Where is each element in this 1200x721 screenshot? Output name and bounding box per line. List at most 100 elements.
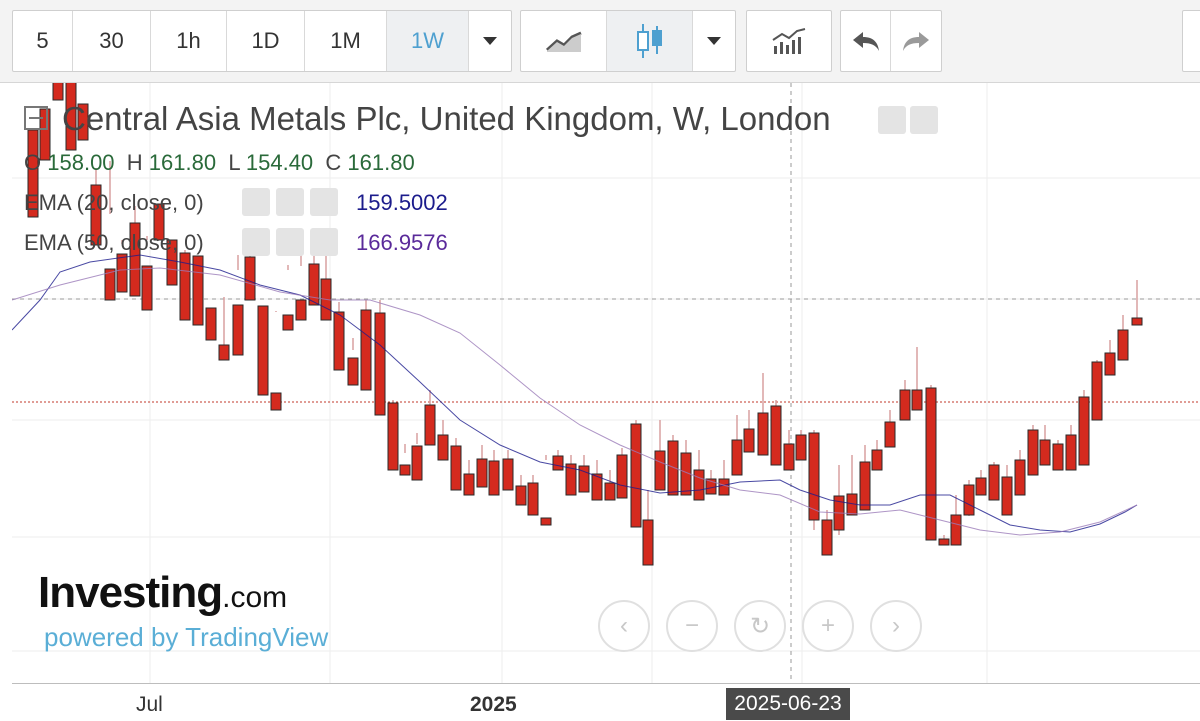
candle-body [667, 440, 679, 496]
candle-body [153, 203, 165, 241]
candle-body [1052, 443, 1064, 471]
candle-body [90, 184, 102, 246]
eye-icon[interactable] [878, 106, 906, 134]
candle-body [270, 392, 282, 411]
candle-body [232, 304, 244, 356]
candle-body [884, 421, 896, 448]
candle-body [179, 252, 191, 321]
candle-body [693, 469, 705, 501]
candle-body [527, 482, 539, 516]
gear-icon[interactable] [910, 106, 938, 134]
collapse-legend-icon[interactable] [24, 106, 48, 131]
candle-body [859, 461, 871, 511]
candle-body [988, 464, 1000, 501]
candle-body [975, 477, 987, 496]
candle-body [515, 485, 527, 506]
candle-body [39, 108, 51, 161]
gear-icon[interactable] [276, 188, 304, 216]
interval-1m-button[interactable]: 1M [305, 11, 387, 71]
candle-body [1027, 429, 1039, 476]
chevron-down-icon [707, 37, 721, 45]
candle-body [257, 305, 269, 396]
candle-body [770, 405, 782, 466]
legend-title: Central Asia Metals Plc, United Kingdom,… [24, 100, 831, 138]
candle-body [1117, 329, 1129, 361]
interval-5-button[interactable]: 5 [13, 11, 73, 71]
eye-icon[interactable] [242, 188, 270, 216]
candle-body [783, 443, 795, 471]
candle-body [65, 83, 77, 151]
low-value: 154.40 [245, 150, 314, 175]
undo-icon [852, 32, 879, 51]
candle-body [129, 222, 141, 297]
candle-body [743, 428, 755, 453]
fullscreen-button[interactable] [1183, 11, 1200, 71]
price-chart[interactable] [12, 83, 1200, 683]
chart-style-group [520, 10, 736, 72]
candle-body [565, 463, 577, 496]
candle-body [795, 434, 807, 461]
interval-1w-button[interactable]: 1W [387, 11, 469, 71]
candle-body [821, 519, 833, 556]
undo-button[interactable] [841, 11, 891, 71]
candle-body [463, 473, 475, 496]
candle-body [244, 256, 256, 301]
open-label: O [24, 150, 42, 175]
candle-body [347, 357, 359, 386]
investing-logo: Investing.com [38, 568, 288, 617]
scroll-left-button[interactable]: ‹ [598, 600, 650, 652]
candle-body [899, 389, 911, 421]
interval-dropdown-button[interactable] [469, 11, 511, 71]
candle-body [411, 445, 423, 481]
ohlc-row: O 158.00 H 161.80 L 154.40 C 161.80 [24, 150, 415, 176]
candle-body [1065, 434, 1077, 471]
interval-30-button[interactable]: 30 [73, 11, 151, 71]
interval-1d-button[interactable]: 1D [227, 11, 305, 71]
powered-by-tradingview: powered by TradingView [44, 622, 329, 652]
ema50-label: EMA (50, close, 0) [24, 230, 204, 255]
candle-body [950, 514, 962, 546]
interval-1h-button[interactable]: 1h [151, 11, 227, 71]
low-label: L [228, 150, 240, 175]
eye-icon[interactable] [242, 228, 270, 256]
candle-body [360, 309, 372, 391]
ema50-value: 166.9576 [356, 230, 448, 255]
candle-body [424, 404, 436, 446]
scroll-right-button[interactable]: › [870, 600, 922, 652]
candle-body [654, 450, 666, 491]
chart-style-dropdown-button[interactable] [693, 11, 735, 71]
candle-body [925, 387, 937, 541]
candle-body [387, 402, 399, 471]
candle-chart-button[interactable] [607, 11, 693, 71]
indicators-button[interactable] [747, 11, 831, 71]
crosshair-date-label: 2025-06-23 [726, 688, 850, 720]
candle-body [476, 458, 488, 488]
high-label: H [126, 150, 143, 175]
candle-body [52, 83, 64, 101]
line-chart-icon [545, 31, 582, 52]
gear-icon[interactable] [276, 228, 304, 256]
candle-body [437, 434, 449, 461]
candle-body [731, 439, 743, 476]
candle-body [141, 265, 153, 311]
candle-body [938, 538, 950, 546]
close-icon[interactable] [310, 228, 338, 256]
reset-chart-button[interactable]: ↻ [734, 600, 786, 652]
candle-body [282, 314, 294, 331]
symbol-title: Central Asia Metals Plc, United Kingdom,… [62, 100, 831, 137]
candle-body [116, 253, 128, 293]
zoom-out-button[interactable]: − [666, 600, 718, 652]
candle-body [963, 484, 975, 516]
candle-body [1104, 352, 1116, 376]
zoom-in-button[interactable]: + [802, 600, 854, 652]
line-chart-button[interactable] [521, 11, 607, 71]
candle-body [718, 478, 730, 496]
redo-button[interactable] [891, 11, 941, 71]
candle-body [295, 299, 307, 321]
indicators-group [746, 10, 832, 72]
close-icon[interactable] [310, 188, 338, 216]
candle-body [450, 445, 462, 491]
indicators-icon [772, 28, 806, 54]
time-axis[interactable] [12, 683, 1200, 721]
candle-body [591, 473, 603, 501]
